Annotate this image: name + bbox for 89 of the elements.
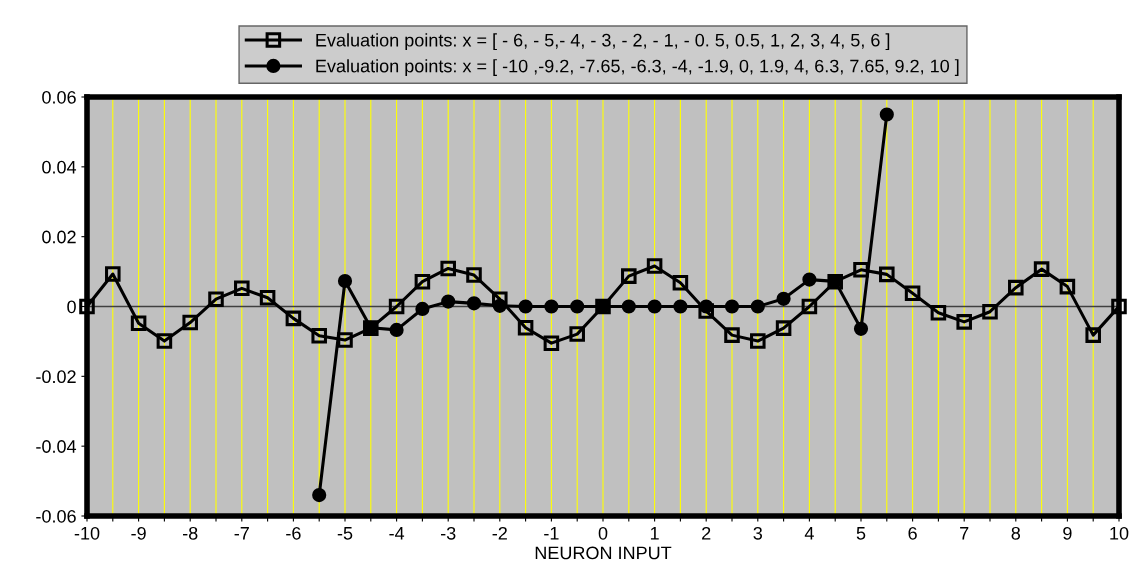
point: [1033, 261, 1050, 277]
x-tick-label: 5: [856, 527, 866, 540]
x-tick-label: -10: [74, 526, 100, 540]
y-tick-label: -0.04: [36, 440, 77, 453]
point: [724, 327, 740, 343]
x-tick-label: 1: [650, 527, 659, 540]
y-tick-label: 0.02: [42, 230, 76, 244]
point: [956, 314, 972, 330]
point: [337, 273, 353, 289]
point: [492, 298, 507, 313]
point: [724, 299, 740, 314]
point: [621, 299, 636, 314]
y-tick-label: 0.04: [42, 160, 77, 174]
x-tick-label: -4: [389, 527, 405, 540]
point: [699, 299, 714, 314]
point: [853, 321, 869, 336]
x-tick-label: -8: [182, 526, 198, 540]
point: [570, 299, 585, 314]
point: [750, 333, 766, 349]
point: [1059, 278, 1076, 295]
point: [156, 333, 173, 349]
x-tick-label: -6: [286, 526, 301, 540]
y-tick-label: -0.02: [36, 370, 76, 384]
point: [879, 107, 894, 122]
point: [879, 266, 895, 283]
point: [853, 262, 869, 278]
point: [414, 273, 431, 290]
x-tick-label: -1: [544, 527, 559, 540]
x-tick-label: 3: [753, 526, 763, 540]
point: [208, 291, 224, 307]
point: [544, 299, 559, 314]
point: [930, 305, 947, 321]
point: [105, 266, 121, 282]
point: [776, 291, 791, 306]
x-axis-title: NEURON INPUT: [535, 546, 672, 560]
point: [698, 303, 714, 319]
legend-label: Evaluation points: x = [ - 6, - 5,- 4, - 3, - 2, - 1, - 0. 5, 0.5, 1, 2, 3, 4, 5, 6 ]: [316, 33, 890, 51]
x-tick-label: -7: [234, 527, 249, 540]
point: [569, 326, 585, 342]
point: [673, 299, 688, 314]
x-tick-label: 7: [960, 527, 969, 540]
point: [750, 299, 765, 314]
point: [904, 285, 921, 302]
point: [492, 291, 508, 307]
point: [259, 289, 276, 306]
point: [285, 310, 302, 327]
x-tick-label: 9: [1063, 526, 1072, 540]
point: [389, 322, 404, 337]
point: [79, 298, 95, 315]
point: [517, 320, 534, 336]
point: [337, 332, 353, 348]
point: [775, 320, 792, 336]
x-tick-label: -5: [337, 527, 353, 540]
point: [646, 258, 663, 274]
point: [441, 294, 456, 309]
point: [647, 299, 662, 314]
point: [234, 280, 250, 297]
point: [518, 299, 533, 314]
y-tick-label: 0: [67, 300, 76, 314]
legend-label: Evaluation points: x = [ -10 ,-9.2, -7.65, -6.3, -4, -1.9, 0, 1.9, 4, 6.3, 7.65, 9.2, 10 ]: [316, 59, 959, 76]
point: [440, 260, 456, 277]
y-tick-label: 0.06: [42, 90, 76, 104]
x-tick-label: -3: [440, 526, 456, 540]
x-tick-label: 6: [908, 526, 917, 540]
x-tick-label: 4: [804, 527, 814, 540]
point: [801, 298, 818, 315]
point: [982, 303, 998, 320]
x-tick-label: 10: [1110, 526, 1129, 540]
point: [415, 301, 430, 317]
point: [802, 272, 817, 287]
point: [466, 296, 482, 311]
x-tick-label: 2: [702, 526, 711, 540]
y-tick-label: -0.06: [36, 509, 76, 523]
point: [1085, 327, 1101, 343]
point: [1008, 279, 1024, 296]
x-tick-label: -2: [492, 526, 507, 540]
point: [388, 298, 405, 315]
x-tick-label: 0: [598, 526, 608, 540]
point: [311, 328, 327, 344]
point: [312, 487, 327, 503]
point: [1111, 298, 1127, 315]
point: [543, 335, 560, 351]
point: [621, 268, 637, 284]
point: [466, 267, 482, 283]
x-tick-label: -9: [131, 526, 146, 540]
point: [130, 315, 147, 332]
x-tick-label: 8: [1011, 526, 1021, 540]
point: [182, 314, 198, 331]
point: [672, 274, 689, 291]
